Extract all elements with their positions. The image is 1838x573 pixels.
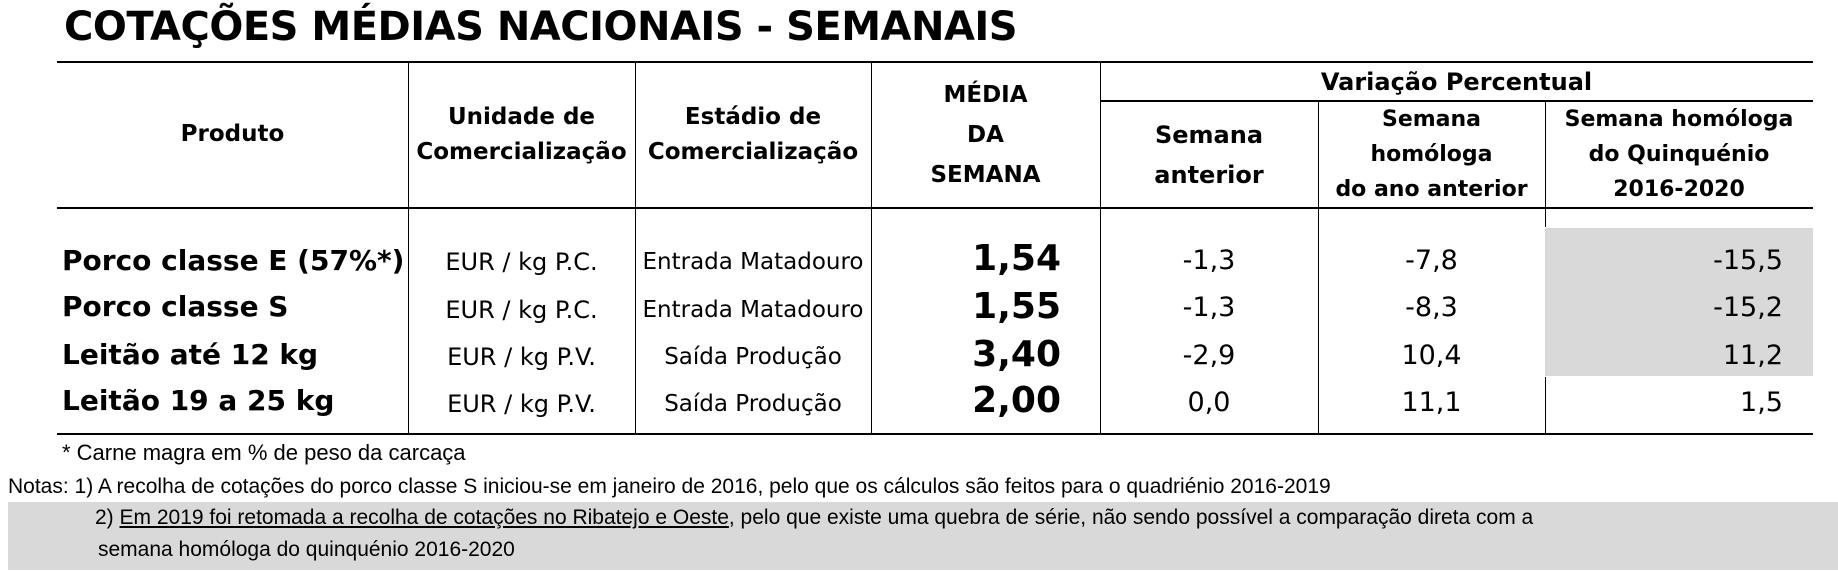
note-2-line2: semana homóloga do quinquénio 2016-2020 (98, 538, 515, 561)
cell-homologa: -7,8 (1405, 244, 1458, 276)
cell-quinquenio: 11,2 (1722, 339, 1783, 371)
note-1: Notas: 1) A recolha de cotações do porco… (8, 475, 1331, 498)
cell-media: 1,54 (972, 237, 1061, 279)
cell-unidade: EUR / kg P.V. (447, 343, 596, 371)
col-divider (1545, 377, 1546, 433)
cell-homologa: -8,3 (1405, 291, 1458, 323)
quinquenio-highlight (1545, 228, 1813, 376)
note-2-rest: , pelo que existe uma quebra de série, n… (728, 506, 1534, 529)
cell-estadio: Entrada Matadouro (642, 249, 864, 275)
variacao-rule (1100, 100, 1813, 102)
note-2: 2) Em 2019 foi retomada a recolha de cot… (95, 506, 1533, 530)
col-divider (871, 62, 872, 433)
cell-semana-anterior: -1,3 (1182, 291, 1236, 323)
footnote: * Carne magra em % de peso da carcaça (62, 440, 466, 465)
col-divider (408, 62, 409, 433)
cell-homologa: 10,4 (1401, 339, 1462, 371)
cell-media: 2,00 (972, 379, 1061, 421)
cell-produto: Porco classe E (57%*) (62, 243, 405, 277)
cell-unidade: EUR / kg P.C. (445, 248, 598, 276)
header-estadio: Estádio de Comercialização (647, 103, 859, 165)
page-title: COTAÇÕES MÉDIAS NACIONAIS - SEMANAIS (64, 4, 1018, 50)
cell-media: 3,40 (972, 333, 1061, 375)
header-variacao: Variação Percentual (1320, 67, 1593, 96)
cell-estadio: Saída Produção (664, 344, 842, 370)
cell-unidade: EUR / kg P.C. (445, 296, 598, 324)
cell-semana-anterior: -1,3 (1182, 244, 1236, 276)
note-2-background (8, 502, 1838, 570)
cell-media: 1,55 (972, 285, 1061, 327)
col-divider (1545, 101, 1546, 227)
header-unidade: Unidade de Comercialização (416, 103, 627, 165)
col-divider (635, 62, 636, 433)
cell-quinquenio: -15,2 (1713, 291, 1783, 323)
header-bottom-rule (57, 207, 1813, 209)
header-produto: Produto (180, 121, 285, 147)
header-semana-anterior: Semana anterior (1154, 120, 1264, 189)
table-bottom-rule (57, 433, 1813, 435)
cell-quinquenio: -15,5 (1713, 244, 1783, 276)
cell-quinquenio: 1,5 (1740, 386, 1783, 418)
cell-unidade: EUR / kg P.V. (447, 390, 596, 418)
cell-produto: Leitão até 12 kg (62, 337, 319, 371)
cell-estadio: Entrada Matadouro (642, 297, 864, 323)
header-quinquenio: Semana homóloga do Quinquénio 2016-2020 (1564, 107, 1794, 202)
header-media: MÉDIA DA SEMANA (930, 81, 1041, 188)
note-2-prefix: 2) (95, 506, 120, 529)
cell-semana-anterior: 0,0 (1187, 386, 1231, 418)
table-top-rule (57, 61, 1813, 63)
col-divider (1100, 62, 1101, 433)
col-divider (1318, 101, 1319, 433)
cell-produto: Porco classe S (62, 289, 289, 323)
cell-homologa: 11,1 (1401, 386, 1462, 418)
note-2-underlined: Em 2019 foi retomada a recolha de cotaçõ… (119, 506, 729, 529)
cell-semana-anterior: -2,9 (1182, 339, 1236, 371)
cell-produto: Leitão 19 a 25 kg (62, 383, 335, 417)
cell-estadio: Saída Produção (664, 391, 842, 417)
header-semana-homologa: Semana homóloga do ano anterior (1335, 107, 1528, 202)
